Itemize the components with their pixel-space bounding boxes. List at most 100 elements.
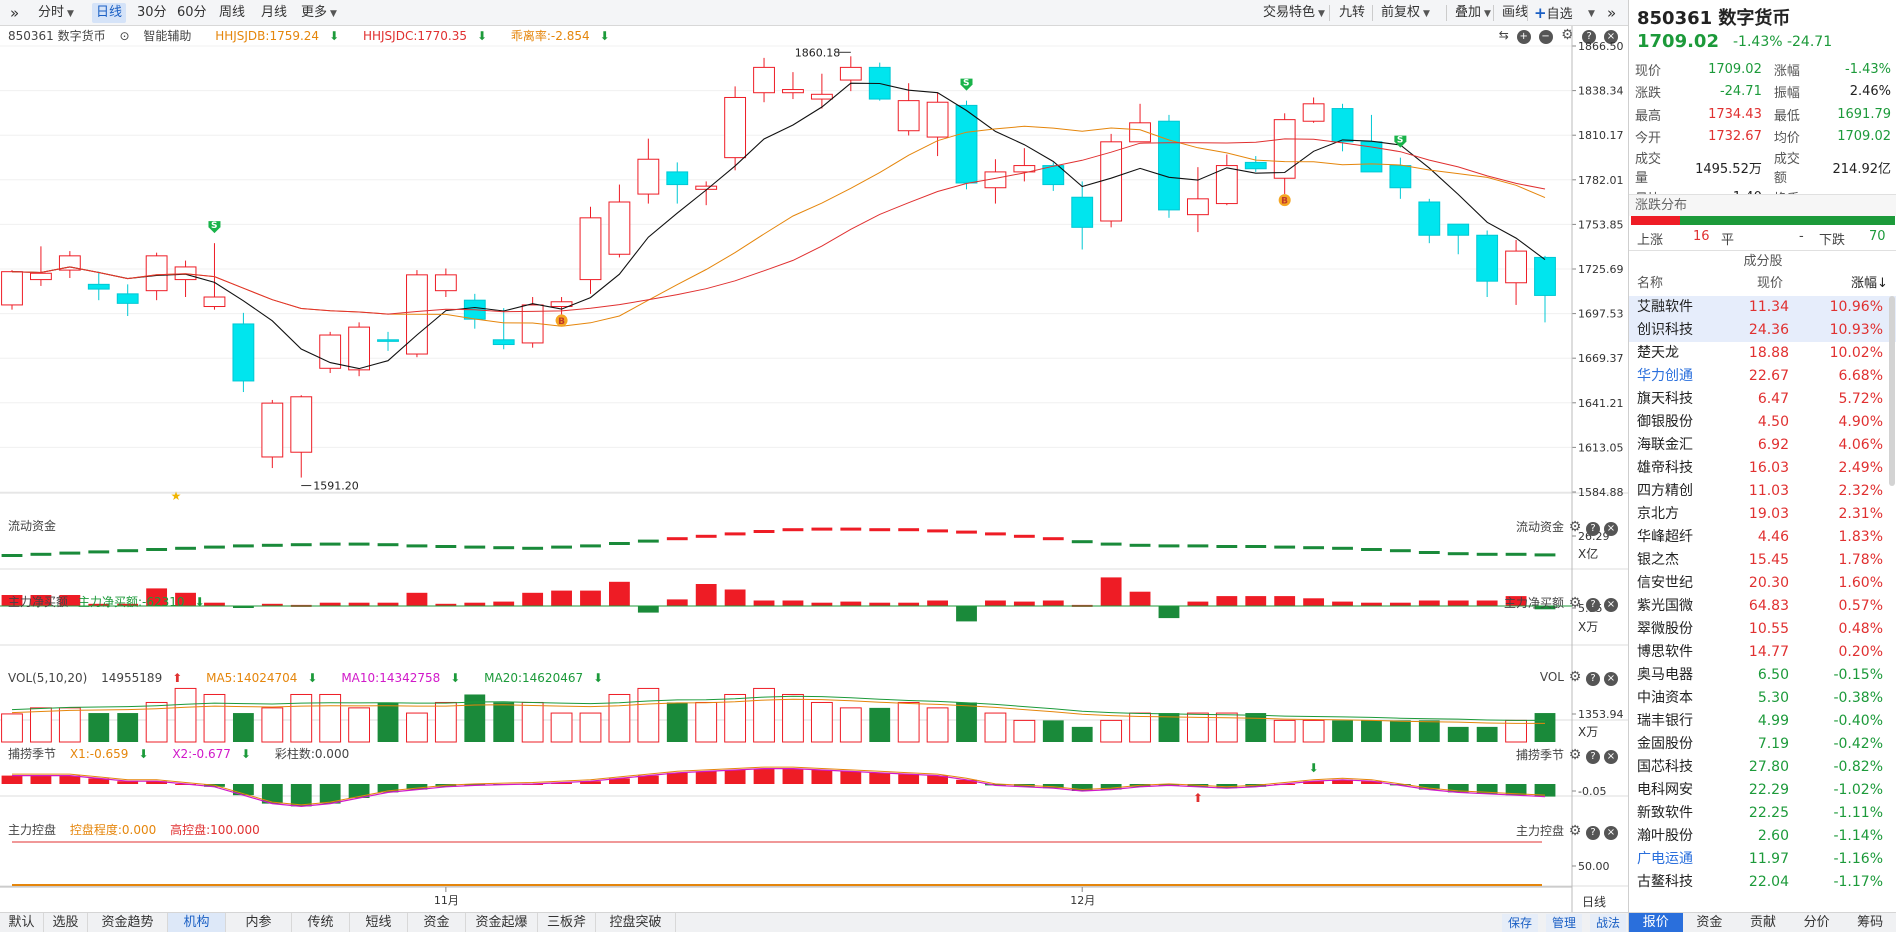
list-item[interactable]: 银之杰 15.45 1.78% xyxy=(1629,549,1896,572)
list-item[interactable]: 新致软件 22.25 -1.11% xyxy=(1629,802,1896,825)
list-item[interactable]: 华峰超纤 4.46 1.83% xyxy=(1629,526,1896,549)
list-item[interactable]: 楚天龙 18.88 10.02% xyxy=(1629,342,1896,365)
zoom-out-icon[interactable]: − xyxy=(1538,30,1553,44)
help-icon[interactable]: ? xyxy=(1586,826,1600,840)
list-item[interactable]: 四方精创 11.03 2.32% xyxy=(1629,480,1896,503)
flat-count: - xyxy=(1799,229,1804,244)
tab-stock-select[interactable]: 选股 xyxy=(44,913,88,932)
list-item[interactable]: 华力创通 22.67 6.68% xyxy=(1629,365,1896,388)
tab-contribution[interactable]: 贡献 xyxy=(1749,915,1776,930)
period-monthly[interactable]: 月线 xyxy=(261,5,288,20)
help-icon[interactable]: ? xyxy=(1586,750,1600,764)
tab-chips[interactable]: 筹码 xyxy=(1857,915,1884,930)
tab-traditional[interactable]: 传统 xyxy=(292,913,350,932)
zoom-in-icon[interactable]: + xyxy=(1516,30,1531,44)
col-price[interactable]: 现价 xyxy=(1757,276,1784,291)
col-change-sort[interactable]: 涨幅↓ xyxy=(1851,276,1888,291)
period-daily[interactable]: 日线 xyxy=(92,3,127,23)
list-item[interactable]: 旗天科技 6.47 5.72% xyxy=(1629,388,1896,411)
tab-fund-trend[interactable]: 资金趋势 xyxy=(88,913,168,932)
trade-feature-menu[interactable]: 交易特色 ▼ xyxy=(1259,3,1329,23)
tab-insider[interactable]: 内参 xyxy=(226,913,292,932)
gear-icon[interactable]: ⚙ xyxy=(1561,27,1574,43)
help-icon[interactable]: ? xyxy=(1586,598,1600,612)
strategy-button[interactable]: 战法 xyxy=(1590,914,1626,932)
tab-default[interactable]: 默认 xyxy=(0,913,44,932)
list-item[interactable]: 京北方 19.03 2.31% xyxy=(1629,503,1896,526)
col-name[interactable]: 名称 xyxy=(1637,276,1664,291)
overlay-menu[interactable]: 叠加 ▼ xyxy=(1451,3,1495,23)
tab-control-breakout[interactable]: 控盘突破 xyxy=(596,913,676,932)
close-icon[interactable]: × xyxy=(1604,598,1618,612)
tab-three-axes[interactable]: 三板斧 xyxy=(538,913,596,932)
swap-icon[interactable]: ⇆ xyxy=(1498,28,1509,42)
tab-shortline[interactable]: 短线 xyxy=(350,913,408,932)
close-icon[interactable]: × xyxy=(1604,522,1618,536)
period-30min[interactable]: 30分 xyxy=(137,5,167,20)
scrollbar[interactable] xyxy=(1889,296,1895,486)
candle xyxy=(810,73,833,109)
tab-fund-flow[interactable]: 资金 xyxy=(1696,915,1723,930)
save-button[interactable]: 保存 xyxy=(1502,914,1538,932)
more-periods-menu[interactable]: 更多 ▼ xyxy=(297,3,341,23)
jiuzhuan-button[interactable]: 九转 xyxy=(1339,5,1366,20)
list-item[interactable]: 翠微股份 10.55 0.48% xyxy=(1629,618,1896,641)
help-icon[interactable]: ? xyxy=(1586,672,1600,686)
period-weekly[interactable]: 周线 xyxy=(219,5,246,20)
gear-icon[interactable]: ⚙ xyxy=(1568,669,1582,685)
candle-body xyxy=(1418,201,1441,236)
list-item[interactable]: 紫光国微 64.83 0.57% xyxy=(1629,595,1896,618)
close-icon[interactable]: × xyxy=(1604,750,1618,764)
tab-fund-burst[interactable]: 资金起爆 xyxy=(466,913,538,932)
list-item[interactable]: 电科网安 22.29 -1.02% xyxy=(1629,779,1896,802)
stock-change: 1.60% xyxy=(1838,575,1883,591)
quote-label: 最低 xyxy=(1773,108,1800,124)
list-item[interactable]: 博思软件 14.77 0.20% xyxy=(1629,641,1896,664)
list-item[interactable]: 海联金汇 6.92 4.06% xyxy=(1629,434,1896,457)
gear-icon[interactable]: ⚙ xyxy=(1568,519,1582,535)
chevrons-right-icon[interactable]: » xyxy=(10,4,20,22)
help-icon[interactable]: ? xyxy=(1582,30,1597,44)
period-60min[interactable]: 60分 xyxy=(177,5,207,20)
list-item[interactable]: 瀚叶股份 2.60 -1.14% xyxy=(1629,825,1896,848)
sell-signal-icon xyxy=(208,221,221,234)
adjust-menu[interactable]: 前复权 ▼ xyxy=(1377,3,1434,23)
close-icon[interactable]: × xyxy=(1604,30,1618,44)
main-chart-area[interactable]: 1860.18 1591.20 S B S B S ★ 1866.50 1838.34 1810.… xyxy=(0,26,1628,912)
list-item[interactable]: 瑞丰银行 4.99 -0.40% xyxy=(1629,710,1896,733)
kongpan-degree: 控盘程度:0.000 xyxy=(69,823,157,837)
indicator-tab-bar: 默认 选股 资金趋势 机构 内参 传统 短线 资金 资金起爆 三板斧 控盘突破 … xyxy=(0,912,1628,932)
watchlist-dropdown[interactable]: ▼ xyxy=(1581,3,1599,23)
list-item[interactable]: 国芯科技 27.80 -0.82% xyxy=(1629,756,1896,779)
list-item[interactable]: 金固股份 7.19 -0.42% xyxy=(1629,733,1896,756)
tab-institution[interactable]: 机构 xyxy=(168,913,226,932)
close-icon[interactable]: × xyxy=(1604,672,1618,686)
tab-fund[interactable]: 资金 xyxy=(408,913,466,932)
list-item[interactable]: 古鳌科技 22.04 -1.17% xyxy=(1629,871,1896,894)
draw-line-button[interactable]: 画线 xyxy=(1502,5,1529,20)
gear-icon[interactable]: ⚙ xyxy=(1568,747,1582,763)
smart-assist-toggle[interactable]: ⊙ 智能辅助 xyxy=(119,29,201,43)
stock-name: 旗天科技 xyxy=(1637,391,1693,407)
indicator-hhjsjdc: HHJSJDC:1770.35 ⬇ xyxy=(363,29,497,43)
list-item[interactable]: 创识科技 24.36 10.93% xyxy=(1629,319,1896,342)
list-item[interactable]: 广电运通 11.97 -1.16% xyxy=(1629,848,1896,871)
tab-quote[interactable]: 报价 xyxy=(1629,913,1683,932)
list-item[interactable]: 奥马电器 6.50 -0.15% xyxy=(1629,664,1896,687)
tab-price-dist[interactable]: 分价 xyxy=(1803,915,1830,930)
chevrons-right-icon[interactable]: » xyxy=(1607,4,1617,22)
close-icon[interactable]: × xyxy=(1604,826,1618,840)
gear-icon[interactable]: ⚙ xyxy=(1568,823,1582,839)
period-fenshi[interactable]: 分时 ▼ xyxy=(34,3,78,23)
list-item[interactable]: 艾融软件 11.34 10.96% xyxy=(1629,296,1896,319)
gear-icon[interactable]: ⚙ xyxy=(1568,595,1582,611)
list-item[interactable]: 中油资本 5.30 -0.38% xyxy=(1629,687,1896,710)
list-item[interactable]: 御银股份 4.50 4.90% xyxy=(1629,411,1896,434)
list-item[interactable]: 信安世纪 20.30 1.60% xyxy=(1629,572,1896,595)
manage-button[interactable]: 管理 xyxy=(1546,914,1582,932)
help-icon[interactable]: ? xyxy=(1586,522,1600,536)
add-watchlist-button[interactable]: +自选 xyxy=(1530,3,1577,23)
list-item[interactable]: 雄帝科技 16.03 2.49% xyxy=(1629,457,1896,480)
stock-price: 24.36 xyxy=(1748,322,1789,338)
quote-row: 涨跌 -24.71 振幅 2.46% xyxy=(1629,81,1896,104)
